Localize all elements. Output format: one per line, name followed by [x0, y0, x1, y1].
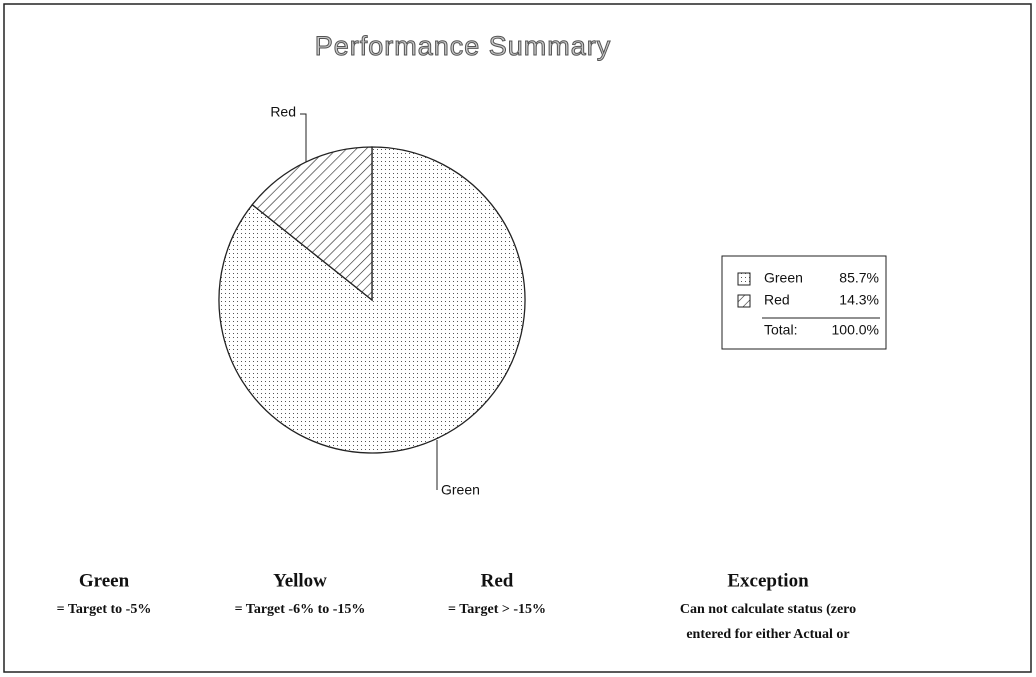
frame: [3, 3, 1032, 673]
key-name: Exception: [727, 570, 809, 591]
legend-swatch: [737, 294, 751, 308]
key-name: Green: [79, 570, 130, 591]
chart-title: Performance Summary: [315, 31, 612, 61]
legend-label: Red: [764, 292, 790, 308]
slice-label: Green: [441, 482, 480, 498]
pie-slice: [251, 146, 373, 302]
legend-total-value: 100.0%: [832, 322, 879, 338]
pie-slice: [218, 146, 526, 454]
key-description: = Target > -15%: [448, 602, 546, 617]
leader-line: [300, 113, 307, 162]
legend-total-label: Total:: [764, 322, 797, 338]
key-description: = Target -6% to -15%: [235, 602, 366, 617]
legend-swatch: [737, 272, 751, 286]
legend-label: Green: [764, 270, 803, 286]
legend-value: 14.3%: [839, 292, 879, 308]
legend-value: 85.7%: [839, 270, 879, 286]
key-name: Yellow: [273, 570, 327, 591]
slice-label: Red: [270, 104, 296, 120]
key-description: entered for either Actual or: [686, 627, 849, 642]
key-description: Can not calculate status (zero: [680, 602, 856, 617]
key-name: Red: [481, 570, 514, 591]
key-description: = Target to -5%: [57, 602, 152, 617]
